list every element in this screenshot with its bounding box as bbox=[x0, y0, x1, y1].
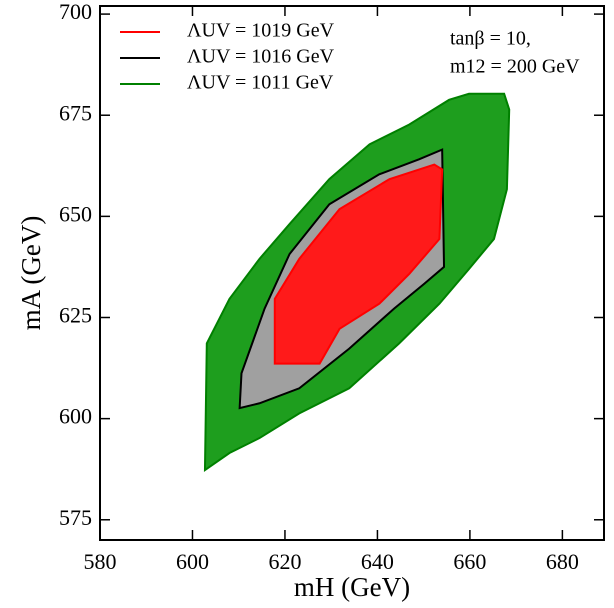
y-tick-label: 600 bbox=[59, 404, 92, 429]
x-tick-label: 620 bbox=[268, 549, 301, 574]
region bbox=[273, 163, 444, 365]
y-tick-label: 625 bbox=[59, 303, 92, 328]
legend-label: ΛUV = 1011 GeV bbox=[187, 72, 334, 94]
legend-label: ΛUV = 1016 GeV bbox=[187, 46, 335, 68]
x-tick-label: 640 bbox=[361, 549, 394, 574]
x-tick-label: 580 bbox=[84, 549, 117, 574]
x-tick-label: 660 bbox=[453, 549, 486, 574]
y-tick-label: 700 bbox=[59, 0, 92, 24]
y-tick-label: 675 bbox=[59, 100, 92, 125]
y-tick-label: 650 bbox=[59, 201, 92, 226]
annotation: tanβ = 10, bbox=[450, 28, 531, 50]
legend-label: ΛUV = 1019 GeV bbox=[187, 20, 335, 42]
y-tick-label: 575 bbox=[59, 505, 92, 530]
x-tick-label: 680 bbox=[546, 549, 579, 574]
x-axis-label: mH (GeV) bbox=[294, 572, 410, 602]
plot-frame bbox=[99, 5, 605, 541]
y-axis-label: mA (GeV) bbox=[16, 216, 46, 331]
annotation: m12 = 200 GeV bbox=[450, 56, 580, 78]
x-tick-label: 600 bbox=[176, 549, 209, 574]
